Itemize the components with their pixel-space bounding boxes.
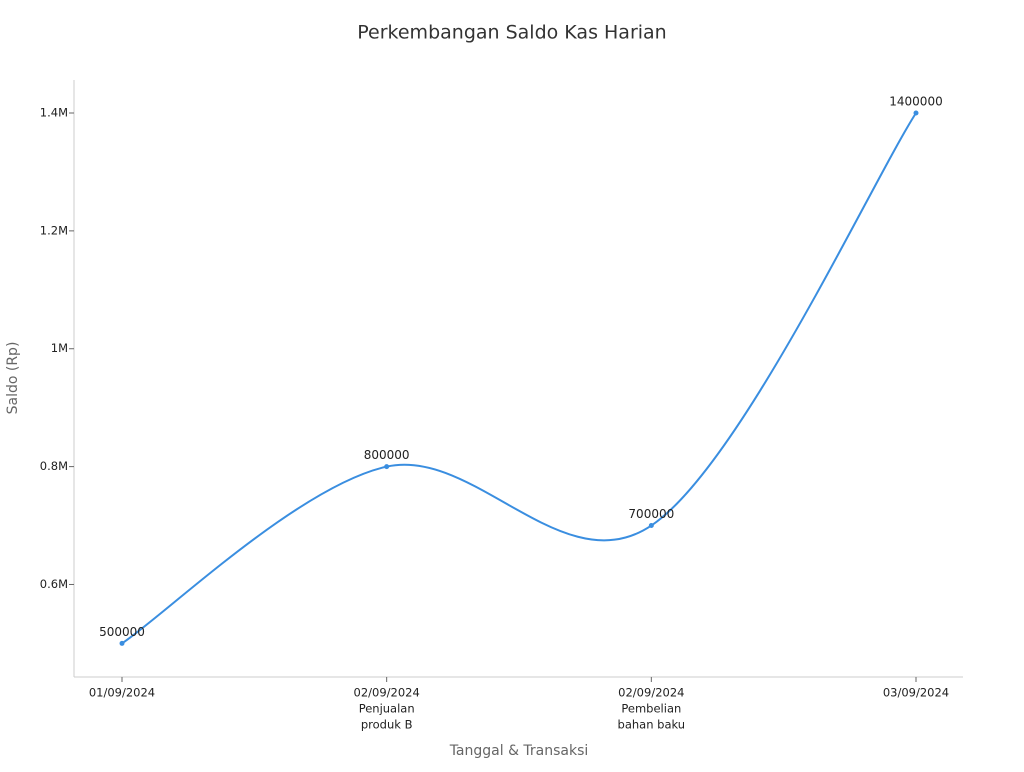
point <box>648 523 654 529</box>
x-tick-label: bahan baku <box>618 718 686 732</box>
value-label: 500000 <box>99 625 145 639</box>
value-label: 700000 <box>628 507 674 521</box>
y-tick-label: 1M <box>51 341 68 355</box>
point <box>384 464 390 470</box>
y-tick-label: 1.2M <box>40 223 68 237</box>
x-tick-label: Penjualan <box>359 702 415 716</box>
x-tick-label: 01/09/2024 <box>89 686 155 700</box>
value-label: 800000 <box>364 448 410 462</box>
y-axis-title: Saldo (Rp) <box>5 342 21 415</box>
x-tick-label: produk B <box>361 718 413 732</box>
point <box>913 110 919 116</box>
point <box>119 640 125 646</box>
y-tick-label: 0.8M <box>40 459 68 473</box>
x-tick-label: 02/09/2024 <box>618 686 684 700</box>
x-tick-label: 03/09/2024 <box>883 686 949 700</box>
x-tick-label: Pembelian <box>621 702 681 716</box>
y-tick-label: 0.6M <box>40 577 68 591</box>
line <box>121 112 917 645</box>
value-label: 1400000 <box>889 95 942 109</box>
y-tick-label: 1.4M <box>40 106 68 120</box>
x-tick-label: 02/09/2024 <box>354 686 420 700</box>
x-axis-title: Tanggal & Transaksi <box>449 743 589 759</box>
chart-title: Perkembangan Saldo Kas Harian <box>357 22 666 44</box>
